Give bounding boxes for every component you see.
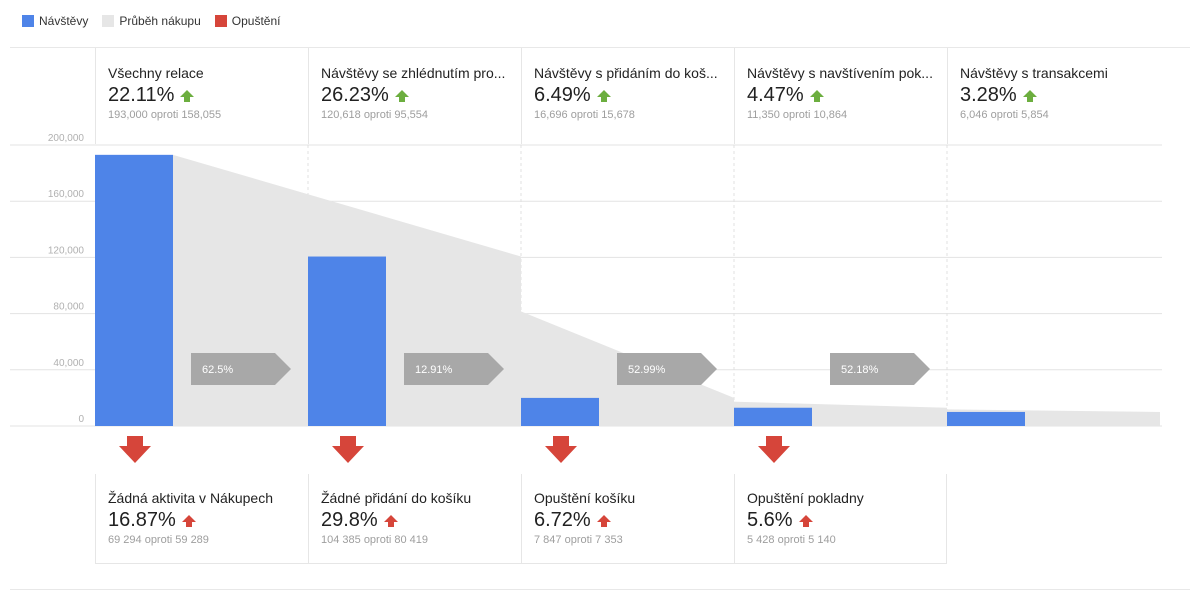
step-comparison: 193,000 oproti 158,055 [108,109,222,121]
dropoff-title: Opuštění pokladny [747,490,864,506]
dropoff-arrows [119,436,790,463]
red-up-arrow-icon [181,514,196,527]
chart-legend: Návštěvy Průběh nákupu Opuštění [22,14,280,28]
chart-grid [10,144,1162,427]
dropoff-card-checkout-abandon[interactable]: Opuštění pokladny 5.6% 5 428 oproti 5 14… [734,474,947,564]
step-rate: 22.11% [108,84,175,106]
step-title: Všechny relace [108,65,204,81]
dropoff-title: Žádné přidání do košíku [321,490,472,506]
legend-item-abandon[interactable]: Opuštění [214,14,281,28]
y-tick-label: 120,000 [48,245,85,256]
dropoff-comparison: 104 385 oproti 80 419 [321,534,429,546]
y-tick-label: 40,000 [53,358,84,369]
dropoff-title: Žádná aktivita v Nákupech [108,490,273,506]
legend-label-progress: Průběh nákupu [119,14,201,28]
dropoff-title: Opuštění košíku [534,490,636,506]
dropoff-card-cart-abandon[interactable]: Opuštění košíku 6.72% 7 847 oproti 7 353 [521,474,734,564]
step-comparison: 16,696 oproti 15,678 [534,109,635,121]
dropoff-arrow-icon [332,436,364,463]
progress-flow [812,407,1160,426]
red-up-arrow-icon [798,514,813,527]
dropoff-arrow-icon [758,436,790,463]
step-title: Návštěvy se zhlédnutím pro... [321,65,506,81]
legend-item-visits[interactable]: Návštěvy [22,14,88,28]
conversion-chevron [830,353,930,385]
visit-bar [734,407,812,426]
visit-bars [95,154,1025,426]
legend-swatch-visits [22,15,34,27]
progress-flow [173,154,521,426]
y-tick-label: 80,000 [53,302,84,313]
y-tick-label: 200,000 [48,133,85,144]
dropoff-comparison: 5 428 oproti 5 140 [747,534,836,546]
green-up-arrow-icon [180,89,195,102]
step-title: Návštěvy s přidáním do koš... [534,65,718,81]
step-comparison: 120,618 oproti 95,554 [321,109,429,121]
conversion-rate-label: 52.99% [628,364,666,376]
step-card-all-sessions[interactable]: Všechny relace 22.11% 193,000 oproti 158… [95,48,308,144]
dropoff-card-no-add-to-cart[interactable]: Žádné přidání do košíku 29.8% 104 385 op… [308,474,521,564]
dropoff-rate: 5.6% [747,509,793,531]
conversion-rate-label: 12.91% [415,364,453,376]
step-card-product-views[interactable]: Návštěvy se zhlédnutím pro... 26.23% 120… [308,48,521,144]
step-rate: 4.47% [747,84,804,106]
dropoff-rate: 6.72% [534,509,591,531]
step-rate: 26.23% [321,84,389,106]
y-tick-label: 160,000 [48,189,85,200]
legend-label-visits: Návštěvy [39,14,89,28]
y-axis-ticks: 0 40,000 80,000 120,000 160,000 200,000 [48,133,85,425]
legend-swatch-progress [102,15,115,27]
progress-flow [386,256,734,426]
conversion-rate-label: 52.18% [841,364,879,376]
dropoff-rate: 29.8% [321,509,378,531]
conversion-chevrons: 62.5% 12.91% 52.99% 52.18% [191,353,930,385]
step-comparison: 6,046 oproti 5,854 [960,109,1049,121]
y-tick-label: 0 [78,414,84,425]
progress-flow [599,397,947,426]
top-divider [10,47,1190,48]
dropoff-rate: 16.87% [108,509,176,531]
dropoff-card-no-shopping[interactable]: Žádná aktivita v Nákupech 16.87% 69 294 … [95,474,308,564]
step-card-add-to-cart[interactable]: Návštěvy s přidáním do koš... 6.49% 16,6… [521,48,734,144]
visit-bar [521,397,599,426]
step-title: Návštěvy s navštívením pok... [747,65,933,81]
step-title: Návštěvy s transakcemi [960,65,1108,81]
progress-flows [173,154,1160,426]
conversion-chevron [617,353,717,385]
step-rate: 6.49% [534,84,591,106]
step-comparison: 11,350 oproti 10,864 [747,109,848,121]
red-up-arrow-icon [383,514,398,527]
step-rate: 3.28% [960,84,1017,106]
step-card-transactions[interactable]: Návštěvy s transakcemi 3.28% 6,046 oprot… [947,48,1160,144]
dropoff-arrow-icon [545,436,577,463]
legend-item-progress[interactable]: Průběh nákupu [102,14,201,28]
dropoff-arrow-icon [119,436,151,463]
bottom-divider [10,589,1190,590]
conversion-chevron [191,353,291,385]
visit-bar [308,256,386,426]
green-up-arrow-icon [394,89,409,102]
conversion-rate-label: 62.5% [202,364,233,376]
green-up-arrow-icon [1022,89,1037,102]
green-up-arrow-icon [809,89,824,102]
visit-bar [947,411,1025,426]
legend-swatch-abandon [214,15,227,27]
visit-bar [95,154,173,426]
dropoff-comparison: 69 294 oproti 59 289 [108,534,209,546]
step-card-checkout[interactable]: Návštěvy s navštívením pok... 4.47% 11,3… [734,48,947,144]
green-up-arrow-icon [596,89,611,102]
legend-label-abandon: Opuštění [231,14,281,28]
red-up-arrow-icon [596,514,611,527]
dropoff-comparison: 7 847 oproti 7 353 [534,534,623,546]
conversion-chevron [404,353,504,385]
